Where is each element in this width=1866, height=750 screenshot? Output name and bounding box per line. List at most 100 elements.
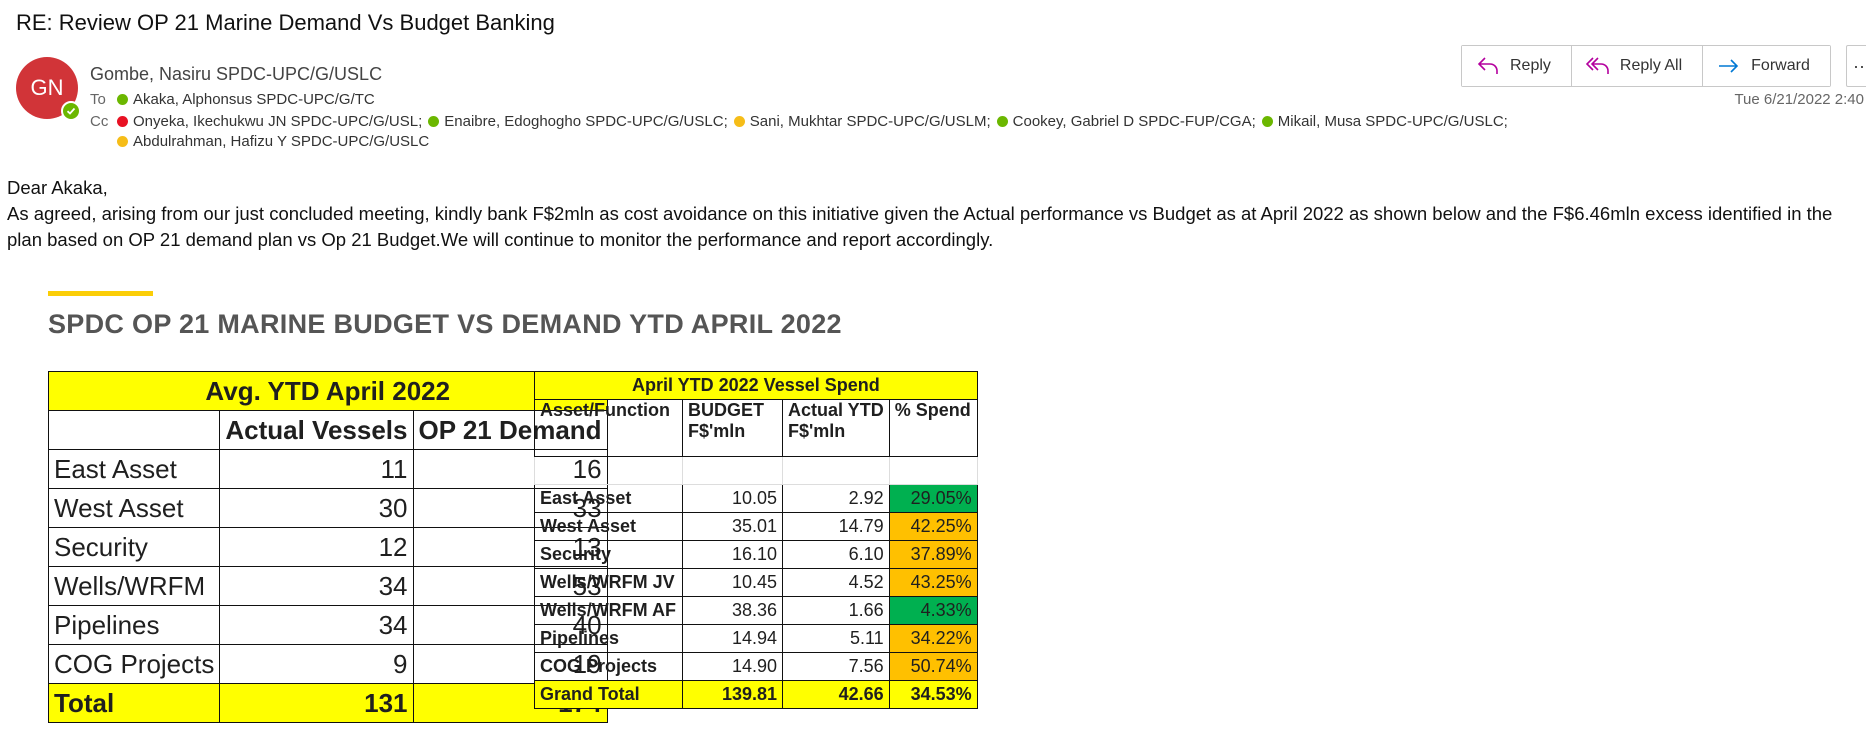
- row-pct: 50.74%: [888, 652, 978, 681]
- more-actions-button[interactable]: ··: [1846, 45, 1866, 87]
- row-actual: 5.11: [782, 624, 890, 653]
- row-name: Security: [47, 527, 221, 567]
- spend-header-actual: Actual YTD F$'mln: [782, 399, 890, 457]
- reply-all-icon: [1585, 57, 1609, 74]
- recipient-name: Onyeka, Ikechukwu JN SPDC-UPC/G/USL;: [133, 113, 423, 130]
- recipient[interactable]: Onyeka, Ikechukwu JN SPDC-UPC/G/USL;: [117, 113, 422, 130]
- recipient[interactable]: Mikail, Musa SPDC-UPC/G/USLC;: [1261, 113, 1508, 130]
- spend-header-actual-line2: F$'mln: [788, 421, 846, 441]
- row-actual: 12: [219, 527, 414, 567]
- row-pct: 42.25%: [888, 512, 978, 541]
- spend-header-budget-line2: F$'mln: [688, 421, 746, 441]
- message-actions: Reply Reply All Forward: [1461, 45, 1831, 87]
- message-body: Dear Akaka, As agreed, arising from our …: [7, 175, 1862, 253]
- table-row: East Asset 10.05 2.92 29.05%: [534, 484, 978, 513]
- table-row: East Asset 11 16: [47, 449, 608, 489]
- presence-green-icon: [1261, 116, 1273, 127]
- avatar-initials: GN: [30, 75, 64, 100]
- total-row: Total 131 174: [47, 683, 608, 723]
- recipient-name: Sani, Mukhtar SPDC-UPC/G/USLM;: [749, 113, 991, 130]
- reply-button[interactable]: Reply: [1462, 46, 1572, 86]
- recipient[interactable]: Enaibre, Edoghogho SPDC-UPC/G/USLC;: [428, 113, 728, 130]
- recipient-name: Enaibre, Edoghogho SPDC-UPC/G/USLC;: [444, 113, 728, 130]
- row-name: Wells/WRFM AF: [534, 596, 683, 625]
- cc-recipients-line2: Abdulrahman, Hafizu Y SPDC-UPC/G/USLC: [117, 133, 435, 151]
- row-name: Pipelines: [47, 605, 221, 645]
- cc-label: Cc: [90, 113, 109, 130]
- reply-all-button[interactable]: Reply All: [1571, 46, 1704, 86]
- total-pct: 34.53%: [888, 680, 978, 709]
- vessels-table-title: Avg. YTD April 2022: [48, 371, 608, 411]
- total-actual: 42.66: [782, 680, 890, 709]
- row-name: Security: [534, 540, 683, 569]
- reply-icon: [1477, 57, 1498, 74]
- recipient[interactable]: Abdulrahman, Hafizu Y SPDC-UPC/G/USLC: [117, 133, 429, 150]
- row-budget: 38.36: [682, 596, 783, 625]
- presence-green-icon: [117, 94, 128, 105]
- row-actual: 7.56: [782, 652, 890, 681]
- vessels-header-actual: Actual Vessels: [219, 410, 414, 450]
- spend-header-budget-line1: BUDGET: [688, 400, 764, 420]
- spend-header-actual-line1: Actual YTD: [788, 400, 884, 420]
- table-row: Pipelines 14.94 5.11 34.22%: [534, 624, 978, 653]
- row-name: West Asset: [47, 488, 221, 528]
- presence-red-icon: [117, 116, 128, 127]
- table-row: COG Projects 9 19: [47, 644, 608, 684]
- row-pct: 29.05%: [888, 484, 978, 513]
- recipient[interactable]: Cookey, Gabriel D SPDC-FUP/CGA;: [996, 113, 1256, 130]
- row-name: East Asset: [47, 449, 221, 489]
- row-pct: 43.25%: [888, 568, 978, 597]
- spend-table: April YTD 2022 Vessel Spend Asset/Functi…: [534, 371, 978, 709]
- row-actual: 6.10: [782, 540, 890, 569]
- recipient[interactable]: Sani, Mukhtar SPDC-UPC/G/USLM;: [733, 113, 991, 130]
- recipient-name: Cookey, Gabriel D SPDC-FUP/CGA;: [1012, 113, 1256, 130]
- to-recipients: Akaka, Alphonsus SPDC-UPC/G/TC: [117, 91, 381, 109]
- row-actual: 4.52: [782, 568, 890, 597]
- forward-label: Forward: [1751, 57, 1810, 74]
- table-row: West Asset 30 33: [47, 488, 608, 528]
- row-actual: 11: [219, 449, 414, 489]
- table-row: Wells/WRFM JV 10.45 4.52 43.25%: [534, 568, 978, 597]
- sent-date: Tue 6/21/2022 2:40: [1734, 91, 1864, 108]
- presence-yellow-icon: [117, 136, 128, 147]
- row-actual: 14.79: [782, 512, 890, 541]
- vessels-header-blank: [47, 410, 221, 450]
- recipient-name: Mikail, Musa SPDC-UPC/G/USLC;: [1277, 113, 1508, 130]
- total-actual: 131: [219, 683, 414, 723]
- row-budget: 14.90: [682, 652, 783, 681]
- spend-header-budget: BUDGET F$'mln: [682, 399, 783, 457]
- avatar[interactable]: GN: [16, 57, 78, 119]
- table-row: COG Projects 14.90 7.56 50.74%: [534, 652, 978, 681]
- spend-header-pct: % Spend: [888, 399, 978, 457]
- row-name: COG Projects: [534, 652, 683, 681]
- spend-header-asset: Asset/Function: [534, 399, 683, 457]
- row-name: Pipelines: [534, 624, 683, 653]
- spend-table-title: April YTD 2022 Vessel Spend: [534, 371, 978, 400]
- row-pct: 37.89%: [888, 540, 978, 569]
- row-name: Wells/WRFM: [47, 566, 221, 606]
- presence-yellow-icon: [733, 116, 745, 127]
- row-actual: 30: [219, 488, 414, 528]
- presence-green-icon: [996, 116, 1008, 127]
- report-title: SPDC OP 21 MARINE BUDGET VS DEMAND YTD A…: [48, 309, 842, 339]
- cc-recipients-line1: Onyeka, Ikechukwu JN SPDC-UPC/G/USL; Enai…: [117, 113, 1514, 131]
- presence-green-icon: [428, 116, 440, 127]
- reply-label: Reply: [1510, 57, 1551, 74]
- sender-name[interactable]: Gombe, Nasiru SPDC-UPC/G/USLC: [90, 64, 383, 84]
- row-pct: 34.22%: [888, 624, 978, 653]
- grand-total-row: Grand Total 139.81 42.66 34.53%: [534, 680, 978, 709]
- table-row: Pipelines 34 40: [47, 605, 608, 645]
- total-budget: 139.81: [682, 680, 783, 709]
- row-name: Wells/WRFM JV: [534, 568, 683, 597]
- row-actual: 2.92: [782, 484, 890, 513]
- row-budget: 14.94: [682, 624, 783, 653]
- recipient[interactable]: Akaka, Alphonsus SPDC-UPC/G/TC: [117, 91, 375, 108]
- row-actual: 34: [219, 605, 414, 645]
- table-row: Wells/WRFM 34 53: [47, 566, 608, 606]
- greeting: Dear Akaka,: [7, 177, 108, 198]
- forward-icon: [1719, 59, 1739, 73]
- email-subject: RE: Review OP 21 Marine Demand Vs Budget…: [16, 10, 555, 35]
- to-label: To: [90, 91, 106, 108]
- forward-button[interactable]: Forward: [1703, 46, 1830, 86]
- row-actual: 34: [219, 566, 414, 606]
